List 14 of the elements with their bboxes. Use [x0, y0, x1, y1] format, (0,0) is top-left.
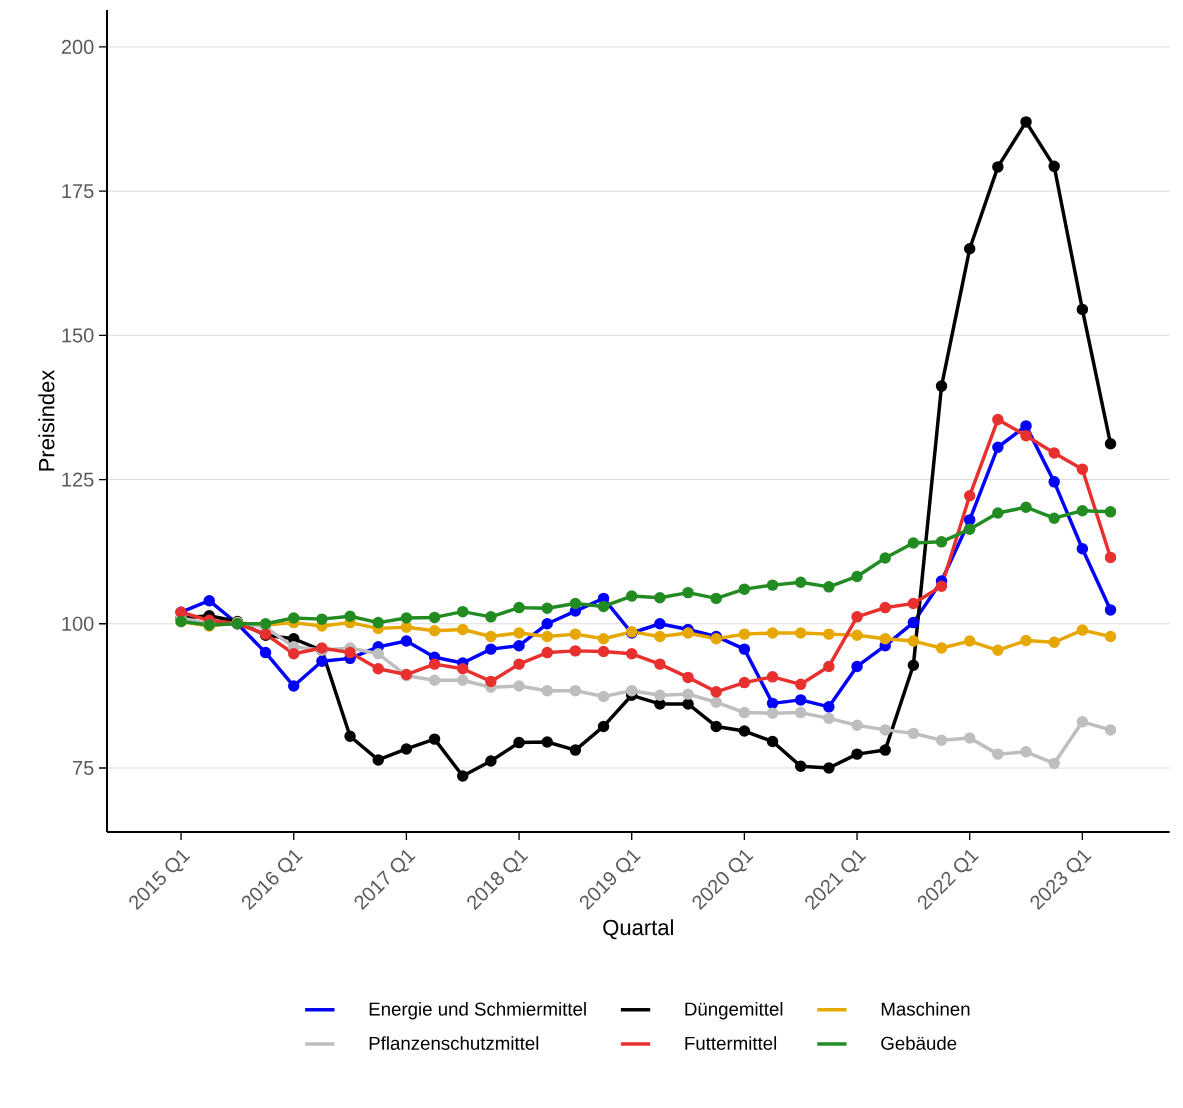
y-tick-label: 175: [62, 184, 94, 199]
legend-label: Energie und Schmiermittel: [369, 1002, 586, 1020]
legend-label: Pflanzenschutzmittel: [369, 1036, 539, 1050]
y-tick-label: 200: [61, 39, 94, 54]
y-tick-label: 150: [62, 328, 94, 343]
x-axis-title: Quartal: [603, 919, 673, 940]
y-axis-title: Preisindex: [38, 369, 55, 471]
y-tick-label: 75: [73, 760, 94, 775]
legend-label: Gebäude: [881, 1036, 957, 1050]
legend-label: Maschinen: [881, 1002, 970, 1016]
y-tick-label: 125: [62, 472, 94, 487]
y-tick-label: 100: [62, 616, 94, 631]
legend-label: Düngemittel: [685, 1002, 783, 1020]
legend-label: Futtermittel: [685, 1036, 777, 1050]
